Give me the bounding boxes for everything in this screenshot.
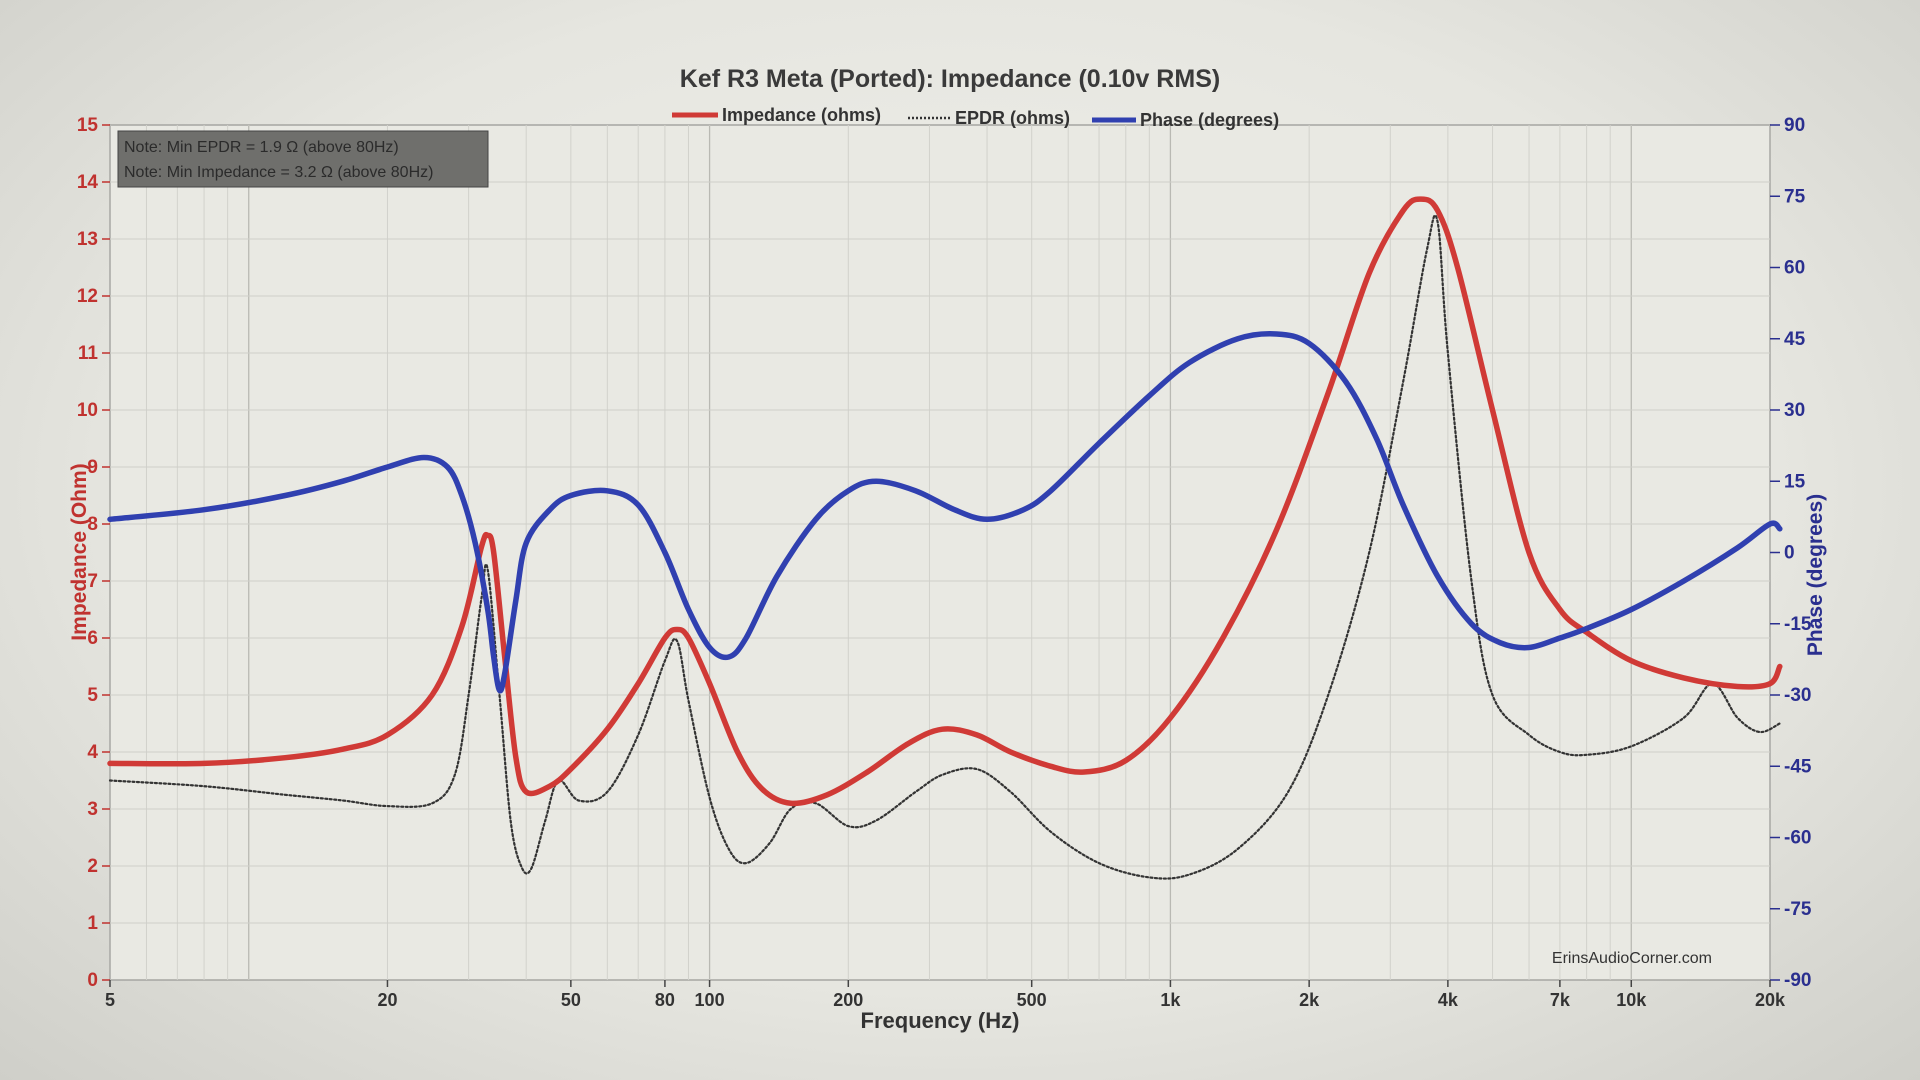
x-tick-label: 7k xyxy=(1550,990,1571,1010)
legend-impedance-label: Impedance (ohms) xyxy=(722,105,881,125)
left-axis-label: Impedance (Ohm) xyxy=(68,463,91,640)
left-tick-label: 5 xyxy=(87,685,98,706)
right-axis-label: Phase (degrees) xyxy=(1804,494,1827,656)
left-tick-label: 3 xyxy=(87,799,98,820)
right-axis-ticks: -90 -75 -60 -45 -30 -15 0 15 30 45 60 75 90 xyxy=(1770,115,1812,991)
right-tick-label: -90 xyxy=(1784,970,1811,991)
left-tick-label: 6 xyxy=(87,628,98,649)
x-tick-label: 100 xyxy=(695,990,725,1010)
right-tick-label: -15 xyxy=(1784,614,1812,635)
x-axis-ticks: 5 20 50 80 100 200 500 1k 2k 4k 7k 10k 20k xyxy=(105,980,1786,1010)
right-tick-label: 90 xyxy=(1784,115,1805,136)
notes-box: Note: Min EPDR = 1.9 Ω (above 80Hz) Note… xyxy=(117,130,489,188)
epdr-line xyxy=(108,214,1781,880)
left-tick-label: 7 xyxy=(87,571,98,592)
note-min-impedance: Note: Min Impedance = 3.2 Ω (above 80Hz) xyxy=(124,164,433,181)
left-tick-label: 14 xyxy=(77,172,99,193)
left-tick-label: 13 xyxy=(77,229,98,250)
x-tick-label: 80 xyxy=(655,990,675,1010)
legend-phase-label: Phase (degrees) xyxy=(1140,110,1279,130)
x-tick-label: 2k xyxy=(1299,990,1320,1010)
right-tick-label: 45 xyxy=(1784,329,1806,350)
right-tick-label: -60 xyxy=(1784,828,1811,849)
note-min-epdr: Note: Min EPDR = 1.9 Ω (above 80Hz) xyxy=(124,139,399,156)
left-tick-label: 9 xyxy=(87,457,98,478)
left-tick-label: 12 xyxy=(77,286,98,307)
x-tick-label: 10k xyxy=(1616,990,1647,1010)
series-layer xyxy=(107,196,1783,880)
x-tick-label: 20 xyxy=(377,990,397,1010)
left-tick-label: 1 xyxy=(87,913,98,934)
phase-line xyxy=(107,330,1783,694)
x-tick-label: 500 xyxy=(1017,990,1047,1010)
x-tick-label: 5 xyxy=(105,990,115,1010)
x-tick-label: 20k xyxy=(1755,990,1786,1010)
left-tick-label: 8 xyxy=(87,514,98,535)
left-tick-label: 0 xyxy=(87,970,98,991)
notes-background xyxy=(117,130,489,188)
x-axis-label: Frequency (Hz) xyxy=(861,1008,1020,1033)
left-tick-label: 11 xyxy=(78,343,99,364)
right-tick-label: 30 xyxy=(1784,400,1805,421)
x-tick-label: 200 xyxy=(833,990,863,1010)
right-tick-label: 60 xyxy=(1784,258,1805,279)
right-tick-label: -45 xyxy=(1784,756,1812,777)
right-tick-label: 0 xyxy=(1784,543,1795,564)
impedance-line xyxy=(107,196,1783,807)
legend: Impedance (ohms) EPDR (ohms) Phase (degr… xyxy=(672,105,1279,130)
x-tick-label: 4k xyxy=(1438,990,1459,1010)
legend-epdr-label: EPDR (ohms) xyxy=(955,108,1070,128)
left-tick-label: 15 xyxy=(77,115,99,136)
right-tick-label: -30 xyxy=(1784,685,1811,706)
left-tick-label: 2 xyxy=(87,856,98,877)
x-tick-label: 50 xyxy=(561,990,581,1010)
watermark: ErinsAudioCorner.com xyxy=(1552,950,1712,967)
left-tick-label: 10 xyxy=(77,400,98,421)
chart-title: Kef R3 Meta (Ported): Impedance (0.10v R… xyxy=(680,65,1220,93)
right-tick-label: 15 xyxy=(1784,471,1806,492)
plot-area xyxy=(109,124,1771,981)
right-tick-label: 75 xyxy=(1784,186,1806,207)
left-tick-label: 4 xyxy=(87,742,98,763)
x-tick-label: 1k xyxy=(1160,990,1181,1010)
right-tick-label: -75 xyxy=(1784,899,1812,920)
